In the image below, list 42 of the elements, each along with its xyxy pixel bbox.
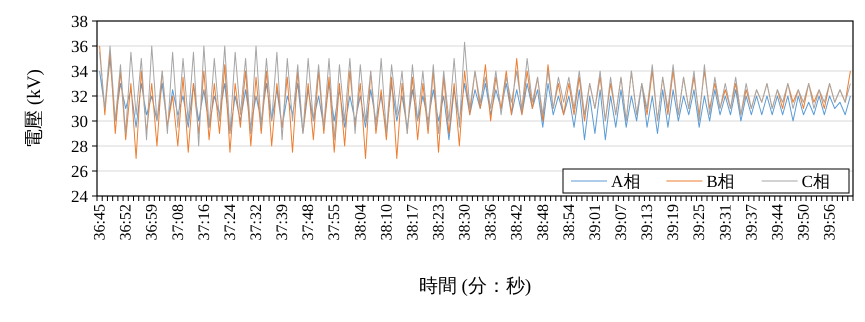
x-tick-label: 36:52 [118, 204, 135, 240]
y-tick-label: 26 [71, 162, 88, 181]
y-tick-label: 28 [71, 137, 88, 156]
x-tick-label: 37:32 [248, 204, 266, 240]
x-tick-label: 37:55 [326, 204, 344, 240]
x-axis-title: 時間 (分：秒) [418, 276, 532, 297]
y-tick-label: 38 [71, 12, 88, 31]
x-tick-label: 39:31 [717, 204, 734, 240]
x-tick-label: 39:19 [665, 204, 682, 240]
y-tick-label: 36 [71, 37, 88, 56]
x-tick-label: 37:39 [274, 204, 292, 240]
legend-label: B相 [706, 172, 735, 191]
y-tick-label: 24 [71, 187, 88, 206]
y-tick-label: 30 [71, 112, 88, 131]
x-tick-label: 38:04 [352, 204, 370, 240]
x-tick-label: 37:48 [300, 204, 318, 240]
y-tick-label: 32 [71, 87, 88, 106]
x-tick-label: 39:01 [586, 204, 604, 240]
x-tick-label: 39:50 [795, 204, 812, 240]
x-tick-label: 37:16 [196, 204, 213, 240]
x-tick-label: 39:44 [769, 204, 786, 240]
x-tick-label: 39:13 [639, 204, 656, 240]
x-tick-label: 38:10 [378, 204, 396, 240]
x-tick-label: 37:24 [222, 204, 239, 240]
x-tick-label: 38:23 [430, 204, 448, 240]
x-tick-label: 36:45 [92, 204, 109, 240]
x-tick-label: 38:36 [482, 204, 500, 240]
legend-label: A相 [611, 172, 640, 191]
x-tick-label: 38:48 [534, 204, 552, 240]
x-tick-label: 38:17 [404, 204, 422, 240]
x-tick-label: 39:25 [691, 204, 708, 240]
x-tick-label: 38:30 [456, 204, 474, 240]
legend-label: C相 [802, 172, 830, 191]
x-tick-label: 39:56 [822, 204, 839, 240]
x-tick-label: 38:42 [508, 204, 526, 240]
x-tick-label: 37:08 [170, 204, 187, 240]
x-tick-label: 39:07 [612, 204, 630, 240]
y-axis-title: 電壓 (kV) [24, 69, 45, 148]
x-tick-label: 36:59 [144, 204, 161, 240]
x-tick-label: 39:37 [743, 204, 760, 240]
x-tick-label: 38:54 [560, 204, 578, 240]
y-tick-label: 34 [71, 62, 88, 81]
